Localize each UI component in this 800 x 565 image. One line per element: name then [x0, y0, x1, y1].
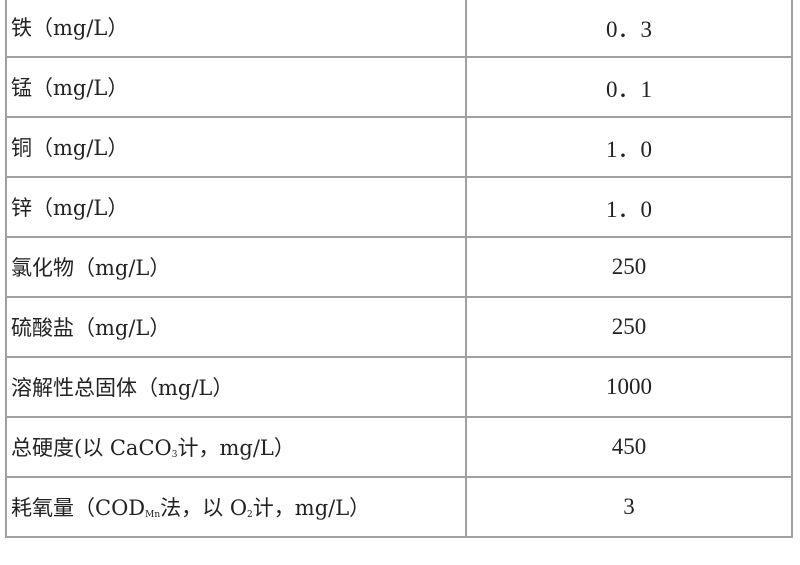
- table-row: 锌（mg/L） 1．0: [5, 176, 793, 238]
- table-row: 氯化物（mg/L） 250: [5, 236, 793, 298]
- subscript: 3: [171, 450, 178, 460]
- limit-value: 250: [465, 236, 793, 298]
- name-text: 耗氧量（COD: [11, 496, 146, 520]
- name-text: 总硬度(以 CaCO: [11, 436, 172, 460]
- table-row: 总硬度(以 CaCO3计，mg/L） 450: [5, 416, 793, 478]
- limit-value: 1．0: [465, 116, 793, 178]
- table-row: 铜（mg/L） 1．0: [5, 116, 793, 178]
- name-text: 法，以 O: [160, 496, 248, 520]
- indicator-name: 铁（mg/L）: [5, 0, 467, 58]
- indicator-name: 铜（mg/L）: [5, 116, 467, 178]
- limit-value: 1000: [465, 356, 793, 418]
- table-row: 硫酸盐（mg/L） 250: [5, 296, 793, 358]
- subscript: 2: [247, 510, 253, 520]
- indicator-name: 耗氧量（CODMn法，以 O2计，mg/L）: [5, 476, 467, 538]
- limit-value: 1．0: [465, 176, 793, 238]
- limit-value: 3: [465, 476, 793, 538]
- indicator-name: 锰（mg/L）: [5, 56, 467, 118]
- table-row: 溶解性总固体（mg/L） 1000: [5, 356, 793, 418]
- table-row: 锰（mg/L） 0．1: [5, 56, 793, 118]
- limit-value: 450: [465, 416, 793, 478]
- limit-value: 250: [465, 296, 793, 358]
- limit-value: 0．3: [465, 0, 793, 58]
- indicator-name: 总硬度(以 CaCO3计，mg/L）: [5, 416, 467, 478]
- indicator-name: 氯化物（mg/L）: [5, 236, 467, 298]
- indicator-name: 锌（mg/L）: [5, 176, 467, 238]
- limit-value: 0．1: [465, 56, 793, 118]
- indicator-name: 硫酸盐（mg/L）: [5, 296, 467, 358]
- name-text: 计，mg/L）: [252, 496, 371, 520]
- water-quality-table: 铁（mg/L） 0．3 锰（mg/L） 0．1 铜（mg/L） 1．0 锌（mg/L）…: [5, 0, 793, 538]
- name-text: 计，mg/L）: [177, 436, 295, 460]
- subscript: Mn: [145, 510, 161, 520]
- table-row: 铁（mg/L） 0．3: [5, 0, 793, 58]
- table-row: 耗氧量（CODMn法，以 O2计，mg/L） 3: [5, 476, 793, 538]
- indicator-name: 溶解性总固体（mg/L）: [5, 356, 467, 418]
